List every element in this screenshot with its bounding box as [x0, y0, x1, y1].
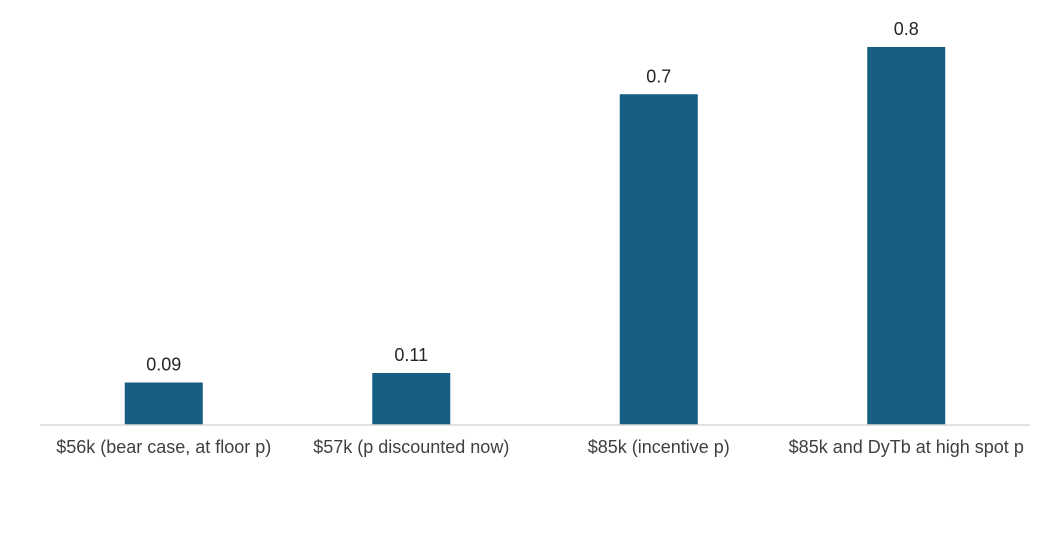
data-label-2: 0.11 [394, 345, 428, 365]
bar-1 [124, 382, 203, 425]
bars-group [124, 47, 946, 425]
x-tick-labels-group: $56k (bear case, at floor p) $57k (p disc… [56, 437, 1024, 457]
data-label-4: 0.8 [894, 19, 919, 39]
x-tick-label-2: $57k (p discounted now) [313, 437, 509, 457]
x-tick-label-1: $56k (bear case, at floor p) [56, 437, 271, 457]
data-label-3: 0.7 [646, 66, 671, 86]
x-tick-label-4: $85k and DyTb at high spot p [789, 437, 1024, 457]
x-tick-label-3: $85k (incentive p) [588, 437, 730, 457]
data-labels-group: 0.09 0.11 0.7 0.8 [146, 19, 919, 374]
bar-2 [372, 373, 451, 425]
data-label-1: 0.09 [146, 354, 181, 374]
bar-3 [619, 94, 698, 425]
bar-4 [867, 47, 946, 425]
